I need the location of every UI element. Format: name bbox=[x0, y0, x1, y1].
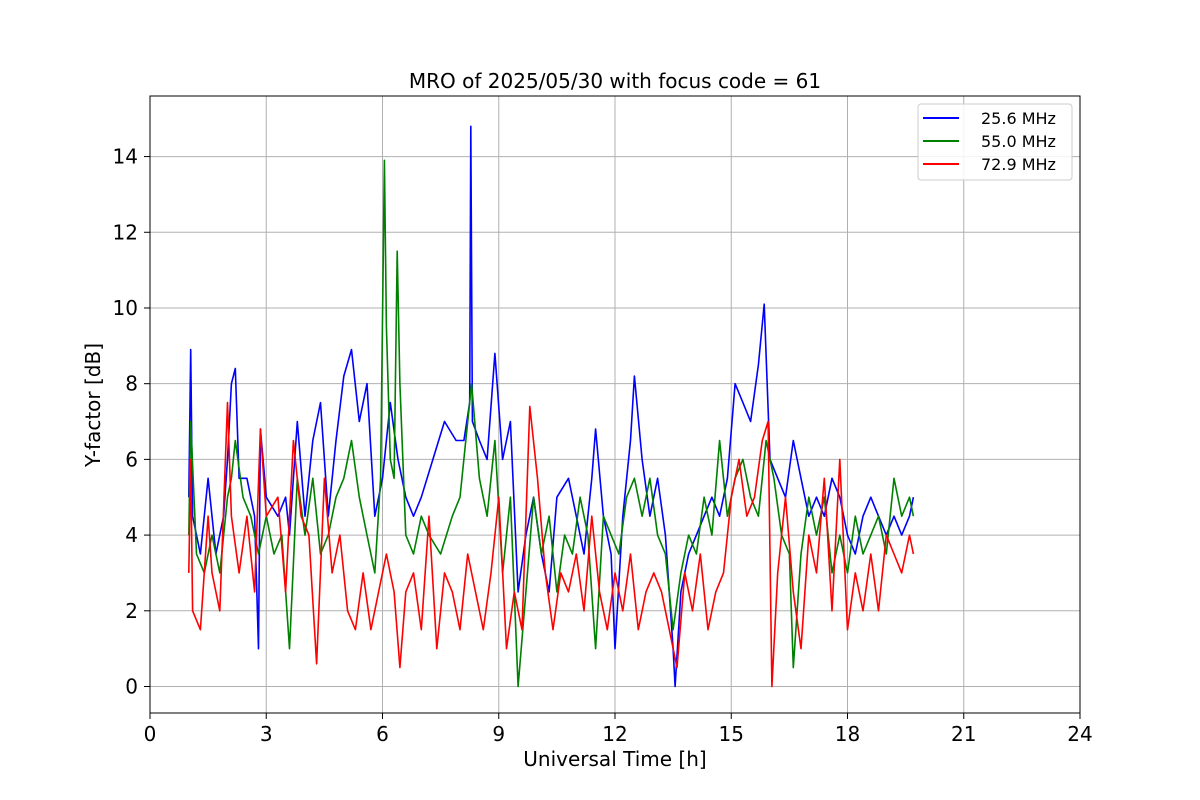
y-tick-label: 6 bbox=[125, 447, 138, 471]
legend: 25.6 MHz 55.0 MHz 72.9 MHz bbox=[917, 103, 1073, 181]
y-tick-label: 12 bbox=[113, 220, 138, 244]
series-layer bbox=[188, 125, 915, 688]
series-line-55-0-mhz bbox=[188, 159, 915, 688]
series-line-72-9-mhz bbox=[188, 401, 915, 688]
x-tick-label: 21 bbox=[951, 722, 976, 746]
y-axis-label: Y-factor [dB] bbox=[81, 343, 105, 468]
legend-label: 55.0 MHz bbox=[981, 132, 1056, 151]
x-axis: 0 3 6 9 12 15 18 21 24 bbox=[144, 713, 1093, 746]
x-tick-label: 18 bbox=[835, 722, 860, 746]
x-tick-label: 6 bbox=[376, 722, 389, 746]
legend-box bbox=[917, 103, 1073, 181]
y-tick-label: 4 bbox=[125, 523, 138, 547]
legend-label: 25.6 MHz bbox=[981, 109, 1056, 128]
y-tick-label: 10 bbox=[113, 296, 138, 320]
chart-title: MRO of 2025/05/30 with focus code = 61 bbox=[409, 69, 821, 93]
y-tick-label: 2 bbox=[125, 599, 138, 623]
x-tick-label: 3 bbox=[260, 722, 273, 746]
x-tick-label: 15 bbox=[719, 722, 744, 746]
y-tick-label: 14 bbox=[113, 145, 138, 169]
y-tick-label: 0 bbox=[125, 675, 138, 699]
y-tick-label: 8 bbox=[125, 372, 138, 396]
x-axis-label: Universal Time [h] bbox=[523, 747, 706, 771]
y-axis: 0 2 4 6 8 10 12 14 bbox=[113, 145, 150, 699]
x-tick-label: 12 bbox=[602, 722, 627, 746]
legend-label: 72.9 MHz bbox=[981, 155, 1056, 174]
x-tick-label: 0 bbox=[144, 722, 157, 746]
x-tick-label: 9 bbox=[492, 722, 505, 746]
x-tick-label: 24 bbox=[1067, 722, 1092, 746]
